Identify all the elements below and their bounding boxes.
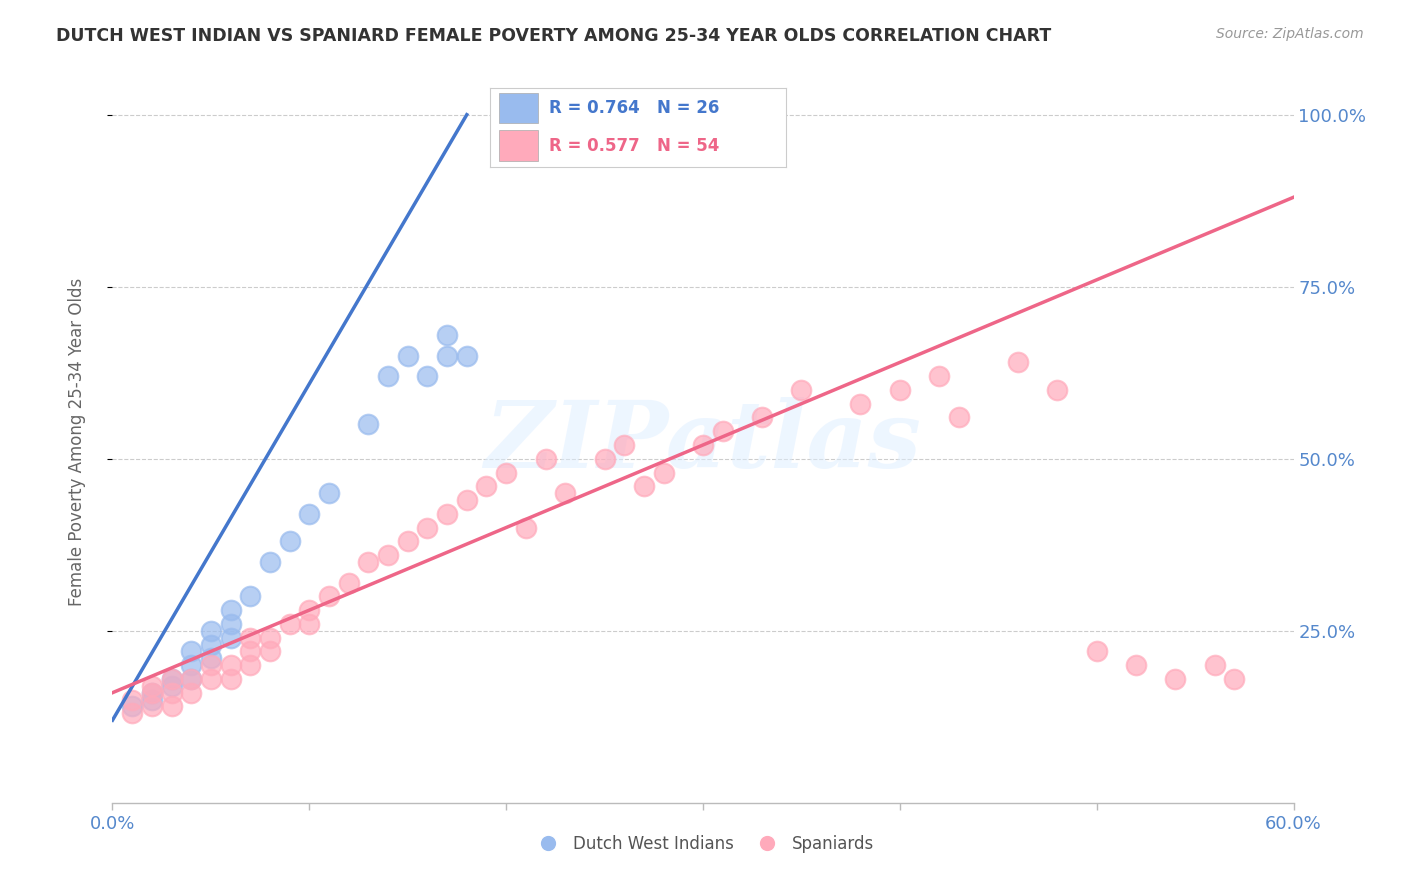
Text: Source: ZipAtlas.com: Source: ZipAtlas.com <box>1216 27 1364 41</box>
Point <box>200 672 222 686</box>
Point <box>1223 672 1246 686</box>
Point <box>416 520 439 534</box>
Point <box>692 438 714 452</box>
Point <box>475 479 498 493</box>
Point <box>259 555 281 569</box>
Point <box>278 616 301 631</box>
Point <box>377 369 399 384</box>
Text: DUTCH WEST INDIAN VS SPANIARD FEMALE POVERTY AMONG 25-34 YEAR OLDS CORRELATION C: DUTCH WEST INDIAN VS SPANIARD FEMALE POV… <box>56 27 1052 45</box>
Point <box>396 534 419 549</box>
Point <box>790 383 813 397</box>
Point <box>436 327 458 342</box>
Point <box>1007 355 1029 369</box>
Point <box>200 651 222 665</box>
Point <box>160 672 183 686</box>
Point <box>298 616 321 631</box>
Point <box>357 417 380 432</box>
Point <box>239 658 262 673</box>
Point <box>515 520 537 534</box>
Point <box>200 658 222 673</box>
Point <box>593 451 616 466</box>
Point <box>160 672 183 686</box>
Point <box>928 369 950 384</box>
Point <box>141 686 163 700</box>
Point <box>121 706 143 721</box>
Point <box>160 686 183 700</box>
Point <box>652 466 675 480</box>
Point <box>633 479 655 493</box>
Point <box>121 692 143 706</box>
Point <box>416 369 439 384</box>
Point <box>219 603 242 617</box>
Legend: Dutch West Indians, Spaniards: Dutch West Indians, Spaniards <box>524 828 882 860</box>
Point <box>456 349 478 363</box>
Point <box>751 410 773 425</box>
Point <box>141 699 163 714</box>
Point <box>180 686 202 700</box>
Point <box>1046 383 1069 397</box>
Text: ZIPatlas: ZIPatlas <box>485 397 921 486</box>
Point <box>554 486 576 500</box>
Point <box>337 575 360 590</box>
Point <box>889 383 911 397</box>
Point <box>456 493 478 508</box>
Point <box>219 616 242 631</box>
Point <box>495 466 517 480</box>
Point <box>121 699 143 714</box>
Point <box>219 672 242 686</box>
Point <box>180 644 202 658</box>
Point <box>259 644 281 658</box>
Point <box>259 631 281 645</box>
Point <box>141 686 163 700</box>
Point <box>1164 672 1187 686</box>
Point <box>534 451 557 466</box>
Point <box>180 672 202 686</box>
Y-axis label: Female Poverty Among 25-34 Year Olds: Female Poverty Among 25-34 Year Olds <box>67 277 86 606</box>
Point <box>318 486 340 500</box>
Point <box>180 672 202 686</box>
Point <box>436 349 458 363</box>
Point <box>357 555 380 569</box>
Point <box>298 603 321 617</box>
Point <box>200 624 222 638</box>
Point <box>160 699 183 714</box>
Point <box>711 424 734 438</box>
Point <box>613 438 636 452</box>
Point <box>849 397 872 411</box>
Point <box>239 644 262 658</box>
Point <box>298 507 321 521</box>
Point <box>278 534 301 549</box>
Point <box>396 349 419 363</box>
Point <box>239 631 262 645</box>
Point <box>219 631 242 645</box>
Point <box>377 548 399 562</box>
Point <box>436 507 458 521</box>
Point <box>1125 658 1147 673</box>
Point <box>219 658 242 673</box>
Point <box>141 679 163 693</box>
Point <box>160 679 183 693</box>
Point <box>948 410 970 425</box>
Point <box>318 590 340 604</box>
Point <box>1204 658 1226 673</box>
Point <box>200 638 222 652</box>
Point <box>141 692 163 706</box>
Point <box>239 590 262 604</box>
Point <box>180 658 202 673</box>
Point <box>1085 644 1108 658</box>
